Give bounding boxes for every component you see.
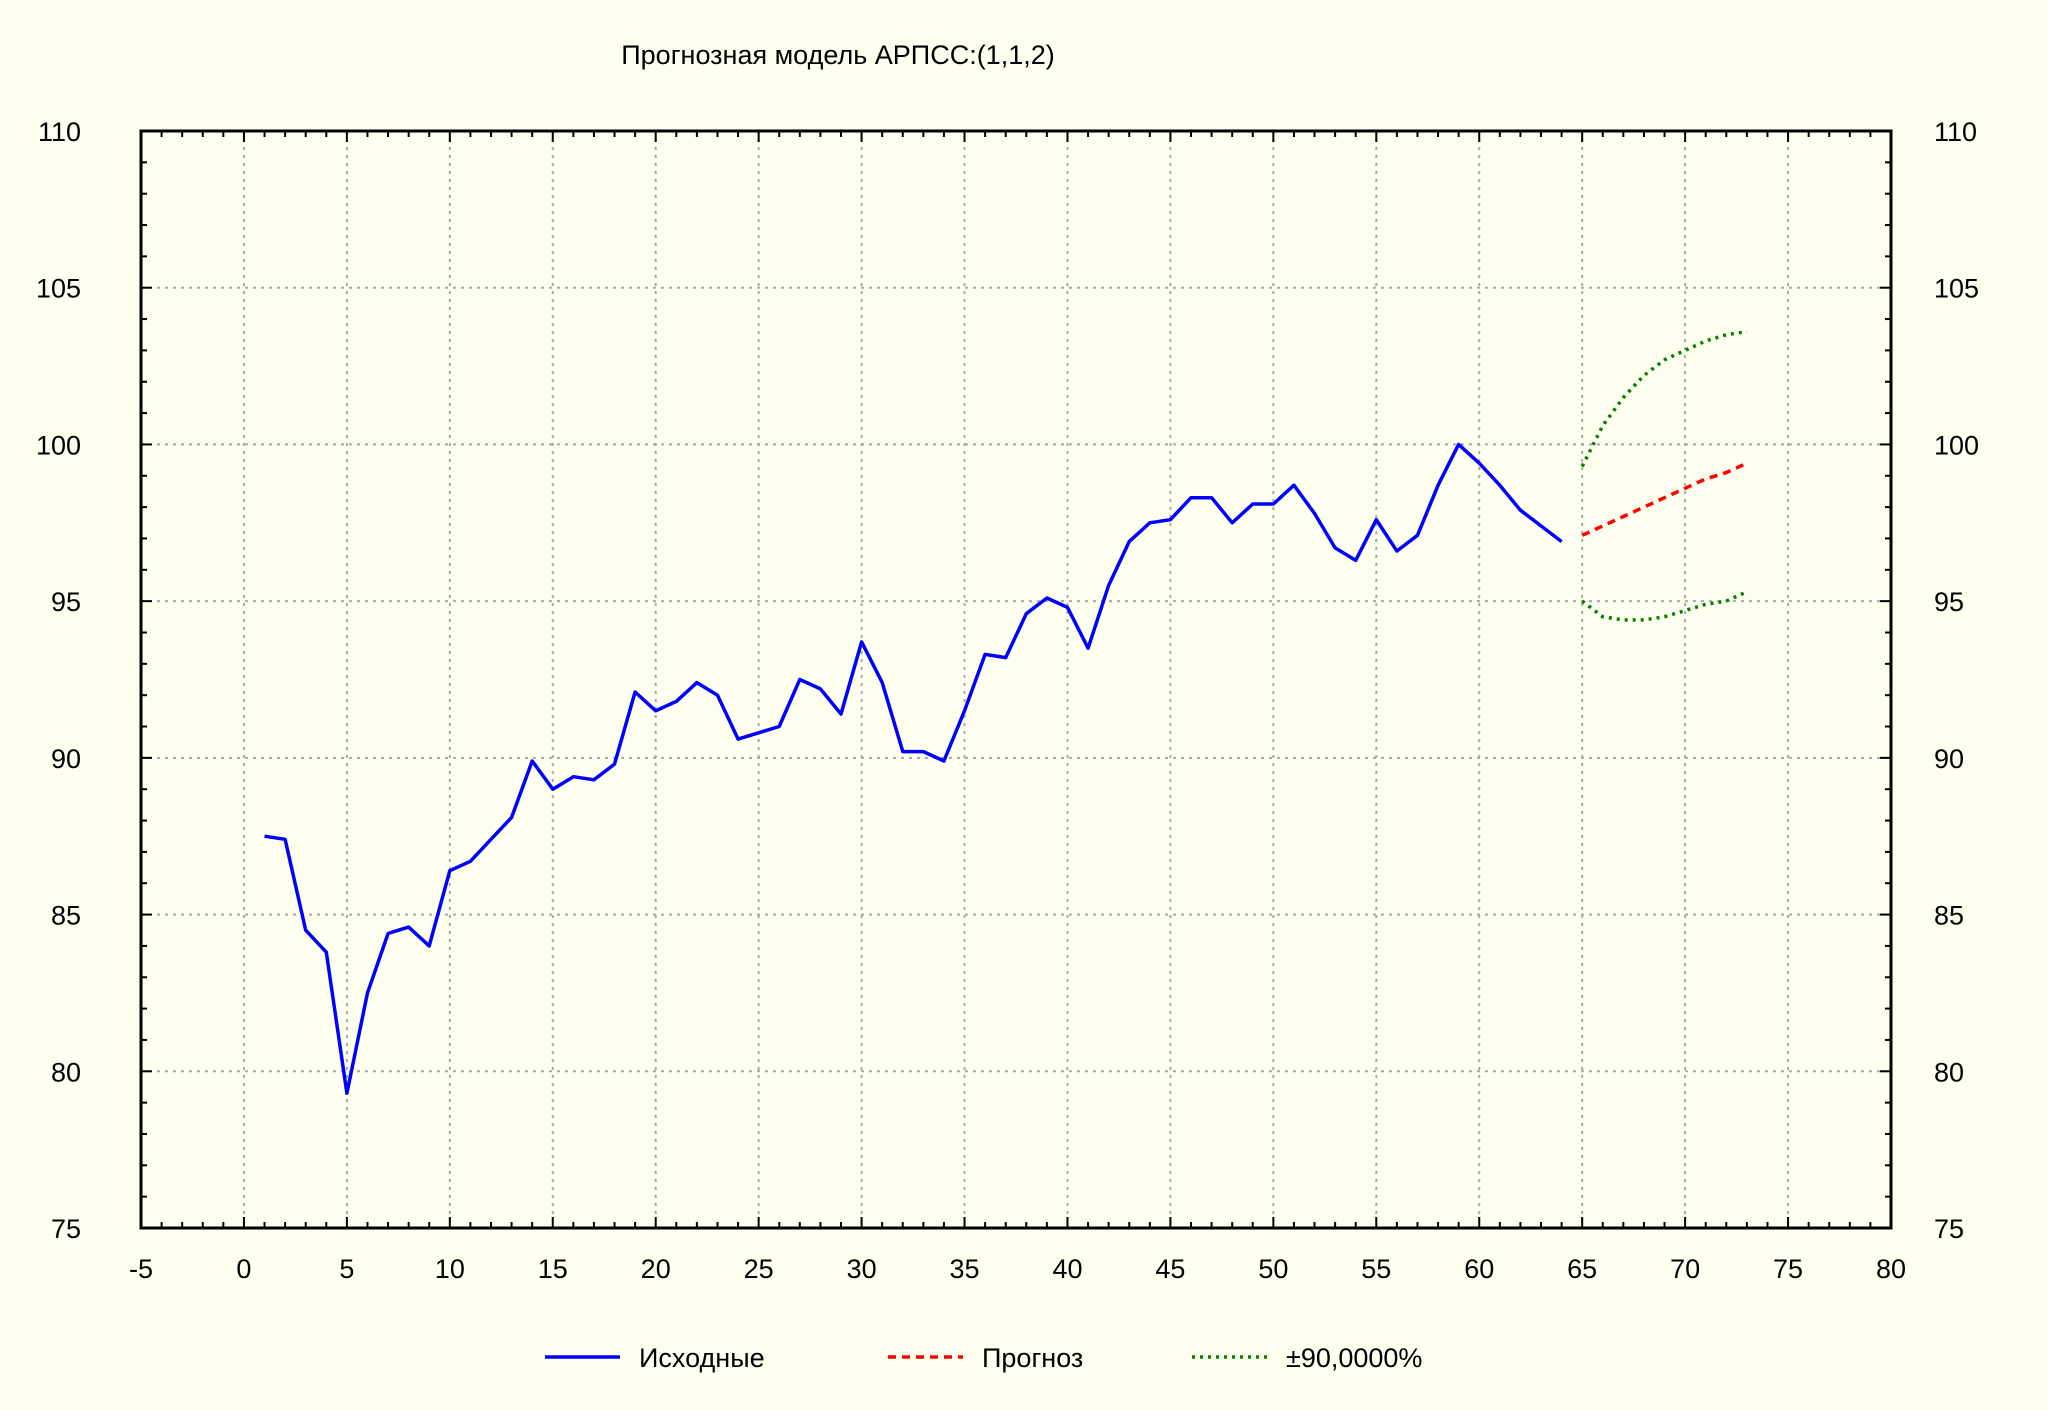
legend-label-1: Прогноз	[982, 1343, 1083, 1373]
x-tick-label: 80	[1876, 1254, 1906, 1284]
y-tick-label-right: 75	[1934, 1214, 1964, 1244]
y-tick-label-left: 110	[38, 117, 81, 147]
x-tick-label: 60	[1464, 1254, 1494, 1284]
x-tick-label: 30	[847, 1254, 877, 1284]
x-tick-label: 15	[538, 1254, 568, 1284]
x-tick-label: 25	[744, 1254, 774, 1284]
y-tick-label-left: 95	[51, 587, 81, 617]
x-tick-label: 5	[339, 1254, 354, 1284]
x-tick-label: 35	[950, 1254, 980, 1284]
x-tick-label: 45	[1155, 1254, 1185, 1284]
y-tick-label-right: 85	[1934, 901, 1964, 931]
y-tick-label-right: 80	[1934, 1057, 1964, 1087]
y-tick-label-right: 90	[1934, 744, 1964, 774]
y-tick-label-right: 100	[1934, 430, 1979, 460]
y-tick-label-right: 95	[1934, 587, 1964, 617]
y-tick-label-left: 80	[51, 1057, 81, 1087]
legend-label-2: ±90,0000%	[1286, 1343, 1422, 1373]
x-tick-label: 70	[1670, 1254, 1700, 1284]
x-tick-label: 20	[641, 1254, 671, 1284]
series-line-2	[1580, 329, 1748, 468]
axis-labels: -5 0 5 10 15 20 25 30 35 40 45 50 55 60 65 70 75 80 75 75 80…	[36, 117, 1979, 1284]
plot-frame	[139, 129, 1893, 1230]
legend: Исходные Прогноз ±90,0000%	[545, 1343, 1422, 1373]
x-tick-label: 10	[435, 1254, 465, 1284]
x-tick-label: 75	[1773, 1254, 1803, 1284]
x-tick-label: 65	[1567, 1254, 1597, 1284]
tick-layer	[140, 130, 1892, 1229]
x-tick-label: -5	[129, 1254, 153, 1284]
chart-title: Прогнозная модель АРПСС:(1,1,2)	[621, 40, 1054, 70]
series-line-1	[1581, 461, 1748, 537]
series-layer	[264, 329, 1748, 1095]
y-tick-label-left: 90	[51, 744, 81, 774]
x-tick-label: 0	[236, 1254, 251, 1284]
y-tick-label-left: 100	[36, 430, 81, 460]
y-tick-label-left: 75	[51, 1214, 81, 1244]
y-tick-label-left: 85	[51, 901, 81, 931]
y-tick-label-right: 110	[1934, 117, 1977, 147]
x-tick-label: 50	[1258, 1254, 1288, 1284]
y-tick-label-left: 105	[36, 274, 81, 304]
legend-label-0: Исходные	[639, 1343, 765, 1373]
x-tick-label: 40	[1052, 1254, 1082, 1284]
y-tick-label-right: 105	[1934, 274, 1979, 304]
x-tick-label: 55	[1361, 1254, 1391, 1284]
series-line-3	[1581, 590, 1748, 622]
series-line-0	[264, 442, 1563, 1095]
grid-layer	[141, 131, 1891, 1228]
